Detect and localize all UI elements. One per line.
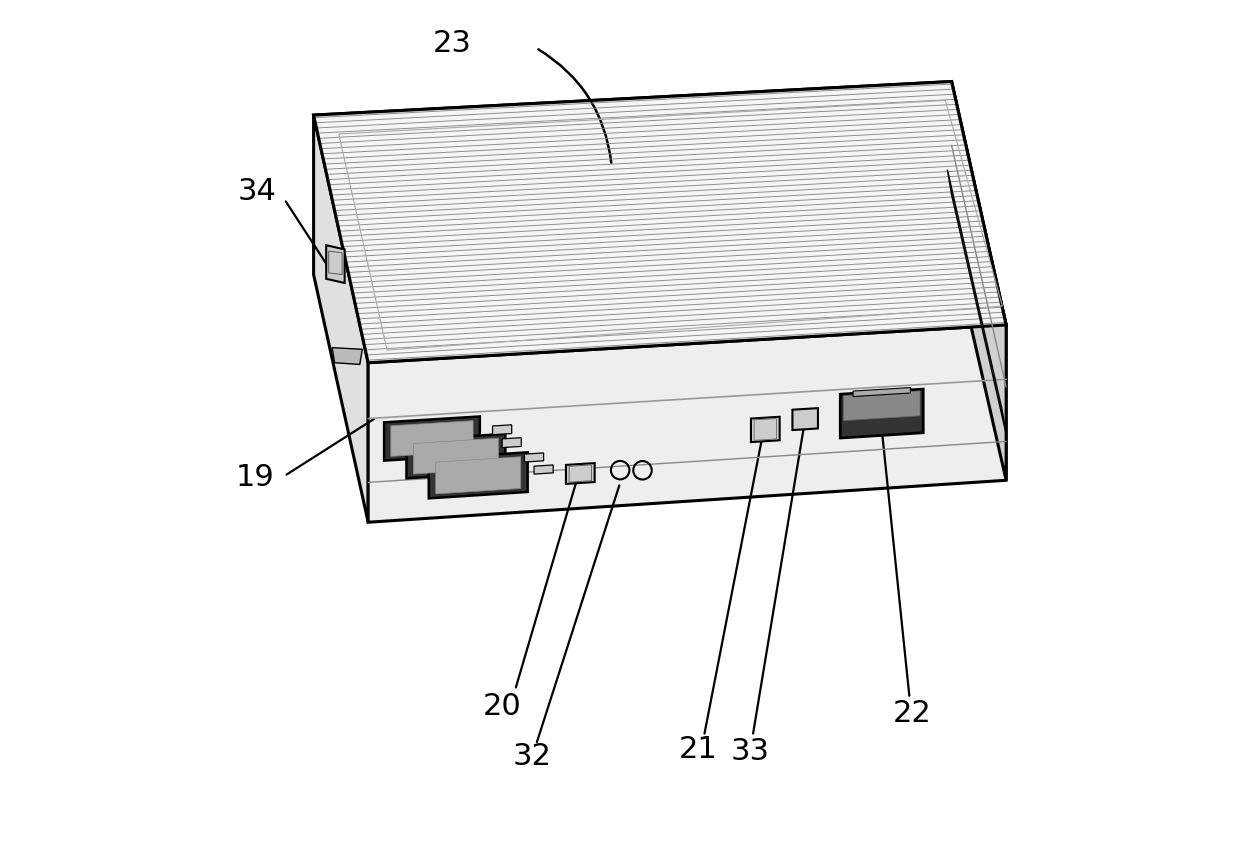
Text: 22: 22 bbox=[893, 699, 931, 728]
Polygon shape bbox=[951, 83, 1006, 481]
Polygon shape bbox=[314, 116, 368, 522]
Text: 33: 33 bbox=[730, 736, 770, 766]
Polygon shape bbox=[492, 425, 512, 436]
Polygon shape bbox=[368, 326, 1006, 522]
Polygon shape bbox=[314, 83, 1006, 363]
Text: 19: 19 bbox=[236, 462, 274, 491]
Polygon shape bbox=[502, 438, 521, 448]
Text: 21: 21 bbox=[678, 734, 718, 764]
Polygon shape bbox=[326, 246, 345, 284]
Polygon shape bbox=[413, 439, 498, 474]
Polygon shape bbox=[384, 417, 480, 461]
Polygon shape bbox=[843, 392, 920, 421]
Text: 32: 32 bbox=[512, 741, 552, 771]
Polygon shape bbox=[792, 408, 818, 430]
Text: 23: 23 bbox=[433, 29, 471, 57]
Polygon shape bbox=[429, 452, 528, 499]
Text: 34: 34 bbox=[238, 177, 277, 206]
Polygon shape bbox=[841, 390, 924, 439]
Polygon shape bbox=[332, 349, 362, 365]
Polygon shape bbox=[435, 457, 521, 495]
Polygon shape bbox=[534, 465, 553, 474]
Text: 20: 20 bbox=[484, 691, 522, 720]
Polygon shape bbox=[565, 463, 595, 484]
Polygon shape bbox=[853, 388, 910, 397]
Polygon shape bbox=[525, 453, 543, 463]
Polygon shape bbox=[314, 83, 1006, 363]
Polygon shape bbox=[751, 417, 780, 442]
Polygon shape bbox=[391, 421, 474, 457]
Polygon shape bbox=[947, 170, 1006, 435]
Polygon shape bbox=[407, 435, 506, 479]
